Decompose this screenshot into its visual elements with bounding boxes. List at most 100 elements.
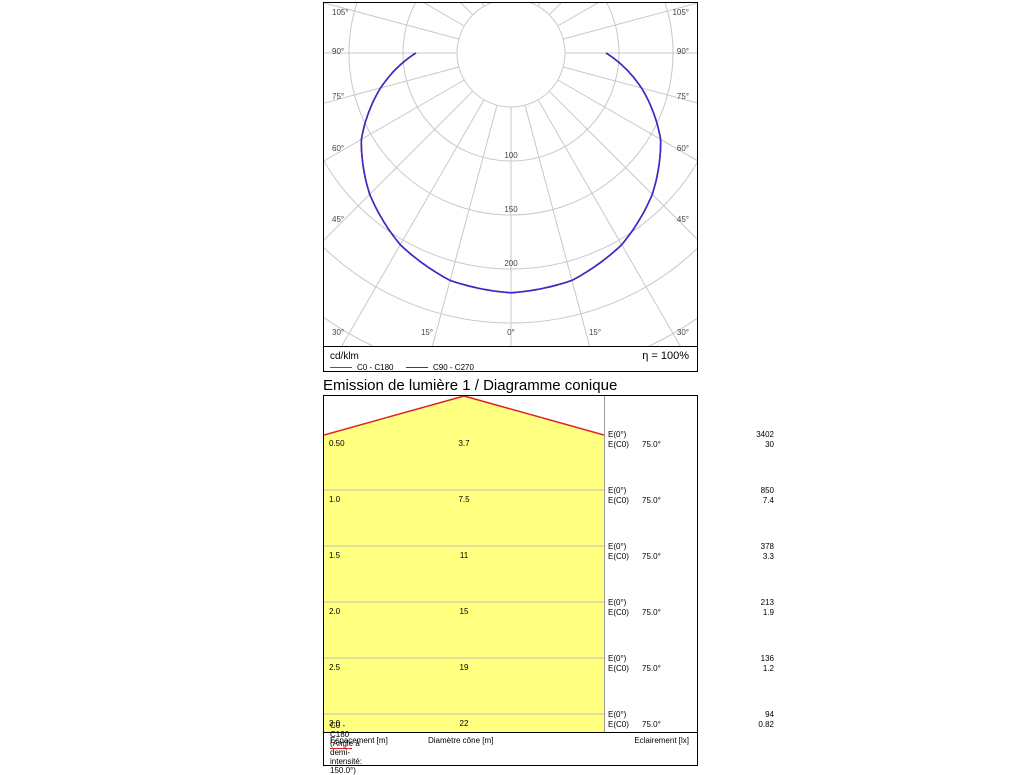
angle-label-right: 75° xyxy=(677,92,689,101)
diameter-value: 19 xyxy=(460,663,469,672)
e0-value: 94 xyxy=(765,710,774,719)
cone-diagram-panel: 0.50 3.7 1.0 7.5 1.5 11 2.0 15 2.5 19 3.0 22 E(0°) 3… xyxy=(323,395,774,775)
ec0-label: E(C0) xyxy=(608,664,629,673)
polar-grid-spoke xyxy=(524,105,591,346)
illuminance-row: E(0°) 3402 E(C0) 75.0° 30 xyxy=(608,430,774,452)
ec0-label: E(C0) xyxy=(608,496,629,505)
cone-diagram: 0.50 3.7 1.0 7.5 1.5 11 2.0 15 2.5 19 3.0 22 xyxy=(324,396,604,732)
e0-value: 213 xyxy=(760,598,774,607)
diameter-value: 22 xyxy=(460,719,469,728)
angle-label-left: 30° xyxy=(332,328,344,337)
ec0-angle: 75.0° xyxy=(642,496,661,505)
e0-label: E(0°) xyxy=(608,710,627,719)
legend-swatch-c90-c270 xyxy=(406,367,428,368)
polar-grid-spoke xyxy=(557,79,697,161)
polar-curve-c90-c270 xyxy=(360,52,662,294)
polar-grid-spoke xyxy=(431,105,498,346)
diameter-column-header: Diamètre cône [m] xyxy=(428,736,494,745)
angle-label-left: 45° xyxy=(332,215,344,224)
ec0-label: E(C0) xyxy=(608,608,629,617)
diameter-value: 7.5 xyxy=(458,495,470,504)
spacing-value: 2.5 xyxy=(329,663,341,672)
cone-legend-label: C0 - C180 (Angle à demi-intensité: 150.0… xyxy=(330,721,363,775)
e0-label: E(0°) xyxy=(608,542,627,551)
diameter-value: 11 xyxy=(460,551,469,560)
polar-grid-spoke xyxy=(324,90,474,241)
radial-tick-label: 200 xyxy=(504,259,518,268)
angle-label-bottom: 15° xyxy=(421,328,433,337)
polar-unit-label: cd/klm xyxy=(330,351,359,362)
angle-label-right: 60° xyxy=(677,144,689,153)
e0-label: E(0°) xyxy=(608,598,627,607)
illuminance-row: E(0°) 850 E(C0) 75.0° 7.4 xyxy=(608,486,774,508)
angle-label-right: 45° xyxy=(677,215,689,224)
legend-label-c0-c180: C0 - C180 xyxy=(357,363,394,372)
polar-grid-spoke xyxy=(324,79,465,162)
efficiency-label: η = 100% xyxy=(642,350,689,362)
ec0-angle: 75.0° xyxy=(642,720,661,729)
polar-grid-spoke xyxy=(537,3,541,7)
cone-fill xyxy=(324,396,604,732)
spacing-value: 1.0 xyxy=(329,495,341,504)
polar-grid-spoke xyxy=(481,3,485,7)
diameter-value: 15 xyxy=(460,607,469,616)
spacing-column-header: Espacement [m] xyxy=(330,736,388,745)
e0-value: 850 xyxy=(760,486,774,495)
illuminance-row: E(0°) 136 E(C0) 75.0° 1.2 xyxy=(608,654,774,676)
angle-label-right: 90° xyxy=(677,47,689,56)
polar-grid-circle xyxy=(456,3,566,108)
illuminance-row: E(0°) 94 E(C0) 75.0° 0.82 xyxy=(608,710,774,732)
angle-label-left: 90° xyxy=(332,47,344,56)
cone-outline xyxy=(324,396,604,436)
ec0-label: E(C0) xyxy=(608,552,629,561)
ec0-angle: 75.0° xyxy=(642,552,661,561)
ec0-angle: 75.0° xyxy=(642,440,661,449)
polar-grid-spoke xyxy=(563,66,697,104)
angle-label-bottom: 15° xyxy=(589,328,601,337)
ec0-angle: 75.0° xyxy=(642,608,661,617)
ec0-label: E(C0) xyxy=(608,440,629,449)
legend-item-c90-c270: C90 - C270 xyxy=(406,363,474,372)
ec0-angle: 75.0° xyxy=(642,664,661,673)
e0-label: E(0°) xyxy=(608,654,627,663)
cone-diagram-title: Emission de lumière 1 / Diagramme coniqu… xyxy=(323,377,618,394)
illuminance-row: E(0°) 378 E(C0) 75.0° 3.3 xyxy=(608,542,774,564)
spacing-value: 3.0 xyxy=(329,719,341,728)
spacing-value: 0.50 xyxy=(329,439,345,448)
polar-diagram: 100 150 200 105° 90° 75° 60° 45° 30° 105° 90° 75° 60… xyxy=(324,3,697,346)
ec0-value: 7.4 xyxy=(762,496,774,505)
polar-grid-spoke xyxy=(341,99,485,346)
cone-legend: Espacement [m] Diamètre cône [m] Eclaire… xyxy=(324,721,697,775)
polar-grid-spoke xyxy=(324,66,459,104)
polar-grid xyxy=(324,3,697,346)
polar-grid-spoke xyxy=(563,3,697,40)
angle-label-left: 75° xyxy=(332,92,344,101)
legend-label-c90-c270: C90 - C270 xyxy=(433,363,474,372)
illuminance-column-header: Eclairement [lx] xyxy=(634,736,689,745)
polar-legend: cd/klm η = 100% C0 - C180 C90 - C270 xyxy=(324,346,697,374)
e0-label: E(0°) xyxy=(608,486,627,495)
polar-grid-spoke xyxy=(537,99,681,346)
e0-value: 136 xyxy=(760,654,774,663)
diameter-value: 3.7 xyxy=(458,439,470,448)
ec0-label: E(C0) xyxy=(608,720,629,729)
polar-grid-spoke xyxy=(548,90,697,240)
cone-divider xyxy=(604,396,605,732)
polar-grid-spoke xyxy=(324,3,459,40)
legend-item-c0-c180: C0 - C180 xyxy=(330,363,393,372)
e0-value: 3402 xyxy=(756,430,774,439)
angle-label-right: 105° xyxy=(672,8,689,17)
e0-value: 378 xyxy=(760,542,774,551)
radial-tick-label: 100 xyxy=(504,151,518,160)
polar-diagram-panel: 100 150 200 105° 90° 75° 60° 45° 30° 105° 90° 75° 60… xyxy=(323,2,698,372)
e0-label: E(0°) xyxy=(608,430,627,439)
cone-legend-swatch xyxy=(330,747,352,749)
angle-label-left: 105° xyxy=(332,8,349,17)
angle-label-bottom: 0° xyxy=(507,328,515,337)
ec0-value: 30 xyxy=(765,440,774,449)
spacing-value: 1.5 xyxy=(329,551,341,560)
illuminance-row: E(0°) 213 E(C0) 75.0° 1.9 xyxy=(608,598,774,620)
spacing-value: 2.0 xyxy=(329,607,341,616)
angle-label-left: 60° xyxy=(332,144,344,153)
legend-swatch-c0-c180 xyxy=(330,367,352,368)
